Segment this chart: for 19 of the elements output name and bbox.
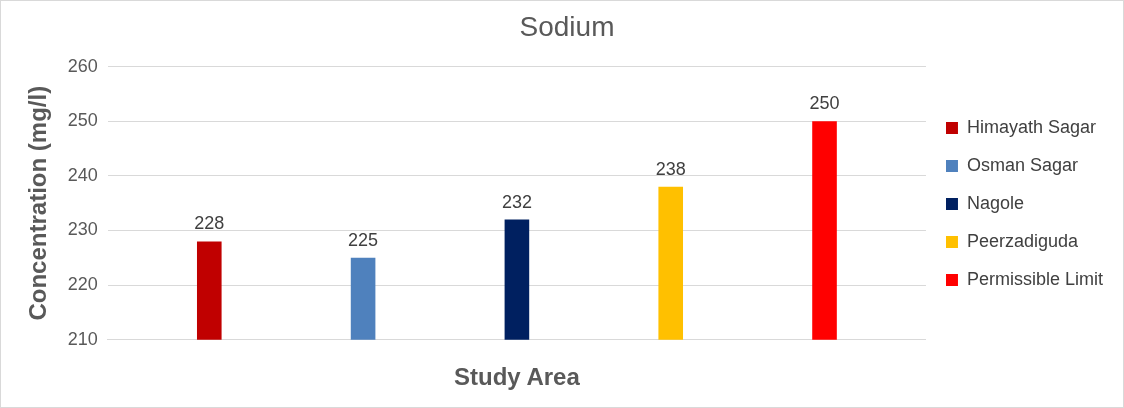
- y-tick-label: 260: [67, 55, 98, 76]
- x-axis-title: Study Area: [454, 363, 581, 391]
- chart-title: Sodium: [519, 10, 615, 42]
- legend-label: Peerzadiguda: [966, 230, 1080, 251]
- data-label: 238: [655, 158, 686, 179]
- y-tick-label: 220: [67, 274, 98, 295]
- y-axis-title: Concentration (mg/l): [24, 85, 52, 321]
- data-label: 250: [809, 93, 840, 114]
- legend-label: Nagole: [966, 192, 1025, 213]
- legend-label: Permissible Limit: [966, 268, 1103, 289]
- data-label: 232: [501, 191, 532, 212]
- y-tick-label: 230: [67, 219, 98, 240]
- legend-label: Osman Sagar: [966, 154, 1079, 175]
- data-label: 228: [194, 213, 225, 234]
- y-tick-label: 210: [67, 328, 98, 349]
- legend-label: Himayath Sagar: [966, 116, 1097, 137]
- y-tick-label: 250: [67, 110, 98, 131]
- y-tick-label: 240: [67, 164, 98, 185]
- data-label: 225: [348, 229, 379, 250]
